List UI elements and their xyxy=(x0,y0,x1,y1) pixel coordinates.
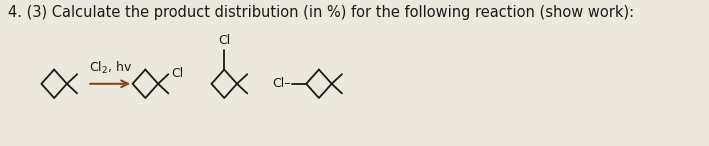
Text: Cl–: Cl– xyxy=(272,77,291,90)
Text: 4. (3) Calculate the product distribution (in %) for the following reaction (sho: 4. (3) Calculate the product distributio… xyxy=(9,5,635,20)
Text: Cl$_2$, hv: Cl$_2$, hv xyxy=(89,60,132,76)
Text: Cl: Cl xyxy=(218,34,230,47)
Text: Cl: Cl xyxy=(171,67,183,80)
